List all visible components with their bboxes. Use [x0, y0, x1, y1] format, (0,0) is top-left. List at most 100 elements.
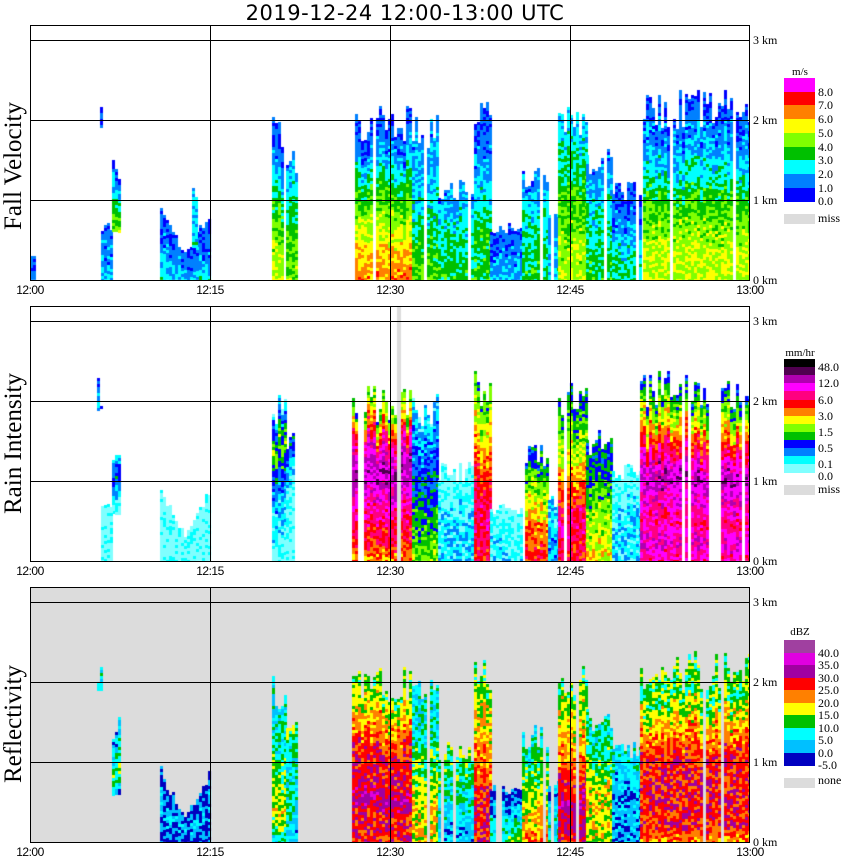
- colorbar-label: 15.0: [818, 708, 839, 722]
- fall-velocity-panel: Fall Velocity 0 km 1 km 2 km 3 km 12:00 12:15…: [0, 25, 777, 297]
- y-tick-label: 0 km: [753, 835, 778, 849]
- colorbar-missing-label: miss: [818, 482, 841, 496]
- colorbar-swatch: [784, 424, 815, 433]
- y-axis-title: Rain Intensity: [0, 373, 27, 514]
- colorbar-label: 20.0: [818, 696, 839, 710]
- gridline-30min: [390, 587, 391, 843]
- colorbar-label: 3.0: [818, 409, 833, 423]
- colorbar-swatch: [784, 174, 815, 188]
- gridline-15min: [210, 306, 211, 562]
- colorbar-swatch: [784, 188, 815, 202]
- colorbar-label: 8.0: [818, 85, 833, 99]
- colorbar-label: 5.0: [818, 733, 833, 747]
- colorbar-missing-swatch: [784, 485, 815, 495]
- x-tick-label: 12:00: [16, 283, 44, 297]
- colorbar-swatch: [784, 383, 815, 392]
- y-axis-title: Fall Velocity: [0, 101, 27, 230]
- colorbar-swatch: [784, 678, 815, 691]
- y-tick-label: 3 km: [753, 314, 778, 328]
- colorbar-swatch: [784, 464, 815, 473]
- colorbar-label: 0.5: [818, 441, 833, 455]
- colorbar-swatch: [784, 416, 815, 425]
- colorbar-swatch: [784, 400, 815, 409]
- colorbar-swatch: [784, 375, 815, 384]
- colorbar-unit: mm/hr: [785, 347, 815, 359]
- gridline-15min: [210, 587, 211, 843]
- y-tick-label: 1 km: [753, 474, 778, 488]
- colorbar-swatch: [784, 665, 815, 678]
- colorbar-swatch: [784, 640, 815, 653]
- x-tick-label: 12:00: [16, 564, 44, 578]
- gridline-45min: [570, 25, 571, 281]
- colorbar-swatch: [784, 119, 815, 133]
- colorbar-label: 7.0: [818, 98, 833, 112]
- colorbar-missing-swatch: [784, 778, 815, 788]
- colorbar-swatch: [784, 160, 815, 174]
- colorbar-label: 3.0: [818, 153, 833, 167]
- rain-intensity-panel: Rain Intensity 0 km 1 km 2 km 3 km 12:00 12:1…: [0, 306, 777, 578]
- x-tick-label: 12:30: [376, 845, 404, 859]
- colorbar-label: 0.0: [818, 194, 833, 208]
- colorbar-swatch: [784, 92, 815, 106]
- x-tick-label: 12:45: [556, 564, 584, 578]
- colorbar-swatch: [784, 448, 815, 457]
- colorbar-label: 30.0: [818, 671, 839, 685]
- reflectivity-panel: Reflectivity 0 km 1 km 2 km 3 km 12:00 12:15 1…: [0, 587, 777, 859]
- x-tick-label: 12:15: [196, 845, 224, 859]
- y-tick-label: 0 km: [753, 273, 778, 287]
- colorbar-label: 0.0: [818, 469, 833, 483]
- colorbar-swatch: [784, 391, 815, 400]
- colorbar-label: 10.0: [818, 721, 839, 735]
- chart-title: 2019-12-24 12:00-13:00 UTC: [245, 1, 565, 25]
- x-tick-label: 12:00: [16, 845, 44, 859]
- x-tick-label: 12:15: [196, 564, 224, 578]
- y-tick-label: 2 km: [753, 394, 778, 408]
- colorbar-swatch: [784, 753, 815, 766]
- colorbar-swatch: [784, 133, 815, 147]
- colorbar-missing-label: none: [818, 773, 842, 787]
- colorbar-label: 48.0: [818, 360, 839, 374]
- x-tick-label: 12:30: [376, 283, 404, 297]
- colorbar-label: 2.0: [818, 167, 833, 181]
- y-tick-label: 0 km: [753, 554, 778, 568]
- x-tick-label: 12:45: [556, 845, 584, 859]
- colorbar-label: 35.0: [818, 658, 839, 672]
- colorbar-swatch: [784, 703, 815, 716]
- colorbar-swatch: [784, 690, 815, 703]
- x-tick-label: 12:45: [556, 283, 584, 297]
- y-tick-label: 1 km: [753, 755, 778, 769]
- colorbar-swatch: [784, 367, 815, 376]
- gridline-30min: [390, 306, 391, 562]
- colorbar-missing-label: miss: [818, 211, 841, 225]
- colorbar-swatch: [784, 440, 815, 449]
- colorbar-unit: m/s: [792, 66, 808, 78]
- colorbar-label: 1.5: [818, 425, 833, 439]
- x-tick-label: 13:00: [736, 283, 764, 297]
- colorbar-swatch: [784, 105, 815, 119]
- x-tick-label: 13:00: [736, 845, 764, 859]
- colorbar-missing-swatch: [784, 214, 815, 224]
- colorbar-swatch: [784, 408, 815, 417]
- gridline-15min: [210, 25, 211, 281]
- x-tick-label: 12:15: [196, 283, 224, 297]
- y-axis-title: Reflectivity: [0, 664, 27, 783]
- colorbar-label: 1.0: [818, 181, 833, 195]
- colorbar-label: 5.0: [818, 126, 833, 140]
- colorbar-swatch: [784, 147, 815, 161]
- y-tick-label: 3 km: [753, 33, 778, 47]
- x-tick-label: 12:30: [376, 564, 404, 578]
- colorbar-swatch: [784, 740, 815, 753]
- gridline-30min: [390, 25, 391, 281]
- y-tick-label: 3 km: [753, 595, 778, 609]
- colorbar-swatch: [784, 456, 815, 465]
- colorbar-label: -5.0: [818, 758, 837, 772]
- y-tick-label: 1 km: [753, 193, 778, 207]
- colorbar-label: 4.0: [818, 140, 833, 154]
- y-tick-label: 2 km: [753, 113, 778, 127]
- colorbar-swatch: [784, 653, 815, 666]
- colorbar-swatch: [784, 715, 815, 728]
- colorbar-swatch: [784, 728, 815, 741]
- gridline-45min: [570, 306, 571, 562]
- colorbar-unit: dBZ: [790, 626, 810, 638]
- colorbar-label: 40.0: [818, 646, 839, 660]
